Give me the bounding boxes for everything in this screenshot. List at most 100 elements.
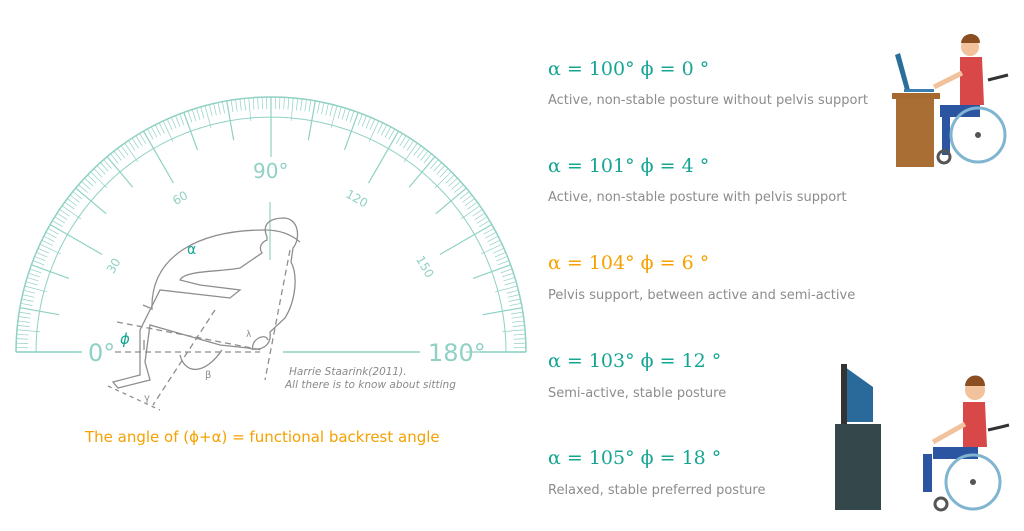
protractor-tick	[19, 311, 32, 315]
protractor-tick	[487, 235, 499, 242]
protractor-tick	[47, 228, 59, 235]
protractor-tick	[357, 113, 363, 126]
protractor-tick	[300, 98, 303, 111]
protractor-tick	[513, 338, 526, 340]
protractor-tick	[131, 137, 139, 149]
protractor-tick	[304, 99, 307, 112]
protractor-tick	[367, 130, 400, 184]
protractor-tick	[454, 184, 464, 193]
protractor-tick	[451, 181, 461, 190]
protractor-tick	[64, 201, 75, 210]
protractor-tick	[341, 108, 346, 120]
protractor-tick	[497, 260, 510, 266]
protractor-tick	[18, 316, 31, 319]
protractor-tick	[230, 100, 234, 113]
protractor-tick	[32, 260, 45, 266]
protractor-tick	[406, 140, 414, 151]
protractor-tick	[166, 118, 173, 131]
protractor-tick	[158, 122, 165, 134]
protractor-tick	[361, 115, 367, 127]
protractor-tick	[24, 285, 47, 293]
protractor-tick	[462, 194, 473, 203]
protractor-tick	[213, 103, 217, 116]
protractor-tick	[296, 98, 299, 111]
posture-description: Active, non-stable posture without pelvi…	[548, 93, 868, 108]
protractor-tick	[423, 153, 432, 164]
protractor-tick	[43, 235, 55, 242]
protractor-tick	[433, 162, 442, 172]
protractor-tick	[321, 102, 325, 115]
protractor-tick	[317, 101, 320, 114]
protractor-tick	[395, 133, 403, 144]
protractor-tick	[179, 113, 185, 126]
protractor-tick	[439, 168, 449, 178]
protractor-tick	[41, 239, 53, 246]
wheelchair-tv-illustration	[835, 364, 1010, 512]
protractor-tick	[93, 168, 103, 178]
protractor-tick	[117, 148, 126, 159]
protractor-tick	[20, 303, 33, 306]
protractor-tick	[84, 177, 94, 187]
posture-description: Active, non-stable posture with pelvis s…	[548, 190, 847, 205]
protractor-tick	[239, 98, 242, 111]
protractor-tick	[235, 99, 238, 112]
posture-formula: α = 100° ϕ = 0 °	[548, 58, 710, 80]
protractor-tick	[204, 105, 212, 128]
protractor-tick	[329, 104, 334, 117]
protractor-tick	[34, 256, 46, 262]
protractor-tick	[110, 153, 119, 164]
protractor-tick	[21, 298, 34, 302]
label-120: 120	[343, 187, 370, 211]
protractor-tick	[45, 231, 57, 239]
protractor-tick	[28, 272, 41, 278]
citation-line1: Harrie Staarink(2011).	[289, 366, 407, 378]
protractor-tick	[135, 135, 143, 147]
protractor-tick	[56, 212, 68, 220]
protractor-tick	[416, 148, 425, 159]
protractor-tick	[171, 117, 177, 129]
protractor-tick	[103, 159, 112, 169]
citation: Harrie Staarink(2011). All there is to k…	[285, 366, 456, 392]
wheelchair-desk-illustration	[892, 34, 1009, 167]
protractor-tick	[492, 247, 505, 254]
protractor-tick	[384, 126, 392, 138]
protractor-tick	[222, 101, 225, 114]
protractor-tick	[290, 97, 294, 121]
protractor-tick	[513, 333, 526, 336]
protractor-tick	[510, 311, 523, 315]
protractor-tick	[16, 333, 29, 336]
protractor-tick	[512, 324, 525, 327]
protractor-tick	[381, 124, 388, 136]
label-30: 30	[104, 256, 124, 276]
protractor-tick	[368, 120, 380, 142]
protractor-tick	[59, 209, 70, 217]
posture-description: Semi-active, stable posture	[548, 386, 727, 401]
protractor-tick	[502, 329, 526, 333]
protractor-tick	[283, 97, 285, 110]
protractor-tick	[49, 223, 103, 256]
protractor-tick	[69, 194, 80, 203]
protractor-tick	[147, 128, 154, 140]
protractor-tick	[16, 329, 40, 333]
phi-label: ϕ	[120, 330, 130, 348]
protractor-tick	[252, 97, 255, 110]
protractor-tick	[483, 228, 495, 235]
protractor-tick	[248, 97, 252, 121]
protractor-tick	[508, 298, 521, 302]
protractor-tick	[365, 117, 371, 129]
protractor-tick	[403, 142, 418, 163]
protractor-tick	[481, 243, 503, 255]
posture-formula: α = 103° ϕ = 12 °	[548, 350, 722, 372]
protractor-tick	[330, 105, 338, 128]
label-180: 180°	[428, 339, 486, 367]
protractor-tick	[142, 130, 175, 184]
protractor-tick	[403, 137, 411, 149]
protractor-tick	[243, 98, 246, 111]
protractor-tick	[509, 303, 522, 306]
protractor-tick	[512, 320, 525, 323]
protractor-tick	[87, 174, 97, 184]
alpha-label: α	[187, 242, 196, 258]
protractor-tick	[96, 165, 106, 175]
protractor-tick	[113, 150, 122, 161]
protractor-tick	[472, 209, 483, 217]
